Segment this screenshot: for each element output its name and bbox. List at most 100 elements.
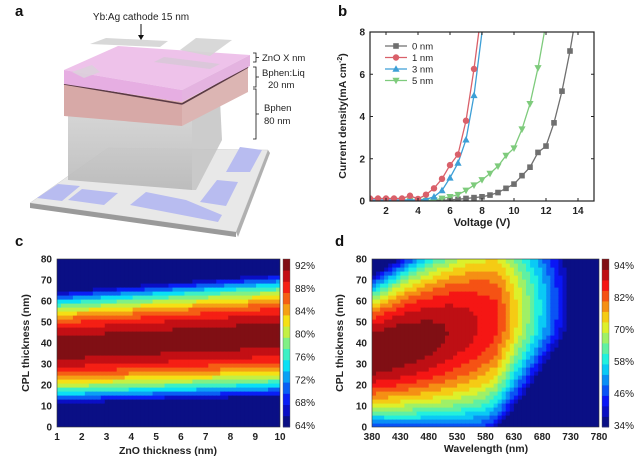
heatmap-d-cell (562, 399, 568, 404)
heatmap-c-cell (156, 387, 162, 392)
heatmap-c-cell (208, 267, 213, 272)
heatmap-d-cell (384, 331, 389, 336)
heatmap-d-cell (526, 367, 531, 372)
heatmap-c-cell (148, 335, 154, 340)
heatmap-d-cell (485, 287, 491, 292)
heatmap-c-cell (124, 419, 130, 424)
zno-layer-top (64, 46, 250, 90)
heatmap-d-cell (530, 331, 535, 336)
heatmap-c-cell (268, 307, 273, 312)
heatmap-d-cell (477, 299, 483, 304)
heatmap-d-cell (408, 263, 414, 268)
heatmap-d-cell (509, 383, 515, 388)
heatmap-c-cell (124, 403, 130, 408)
heatmap-d-cell (400, 387, 406, 392)
heatmap-d-cell (408, 407, 414, 412)
heatmap-c-cell (116, 315, 122, 320)
heatmap-c-cell (60, 407, 66, 412)
heatmap-d-cell (416, 271, 422, 276)
heatmap-d-cell (521, 267, 527, 272)
heatmap-d-colorbar-swatch (602, 311, 609, 323)
heatmap-c-cell (84, 267, 90, 272)
heatmap-c-cell (196, 327, 201, 332)
heatmap-c-cell (252, 415, 257, 420)
heatmap-c-cell (224, 403, 229, 408)
heatmap-c-cell (84, 259, 90, 264)
heatmap-d-cell (566, 351, 572, 356)
heatmap-c-cell (57, 335, 62, 340)
heatmap-c-cell (88, 259, 94, 264)
heatmap-d-cell (424, 359, 430, 364)
heatmap-d-cell (388, 307, 393, 312)
heatmap-c-cell (120, 315, 126, 320)
heatmap-d-cell (534, 283, 539, 288)
heatmap-d-cell (392, 303, 397, 308)
heatmap-c-cell (188, 339, 193, 344)
heatmap-c-cell (72, 363, 78, 368)
heatmap-d-cell (396, 331, 401, 336)
heatmap-d-cell (594, 315, 599, 320)
heatmap-c-cell (116, 399, 122, 404)
heatmap-c-cell (140, 371, 146, 376)
heatmap-c-cell (80, 291, 86, 296)
heatmap-d-cell (457, 287, 462, 292)
heatmap-d-cell (493, 331, 499, 336)
heatmap-d-cell (481, 399, 487, 404)
jv-x-tick-label: 12 (540, 206, 552, 217)
heatmap-d-cell (534, 419, 539, 424)
heatmap-d-cell (513, 299, 519, 304)
heatmap-c-cell (272, 375, 277, 380)
heatmap-c-cell (84, 375, 90, 380)
heatmap-c-cell (184, 323, 190, 328)
heatmap-d-cell (404, 407, 410, 412)
heatmap-d-x-tick-label: 580 (477, 432, 494, 443)
heatmap-d-cell (376, 395, 381, 400)
heatmap-d-cell (461, 391, 466, 396)
heatmap-c-cell (228, 327, 233, 332)
heatmap-c-cell (188, 347, 193, 352)
heatmap-c-cell (276, 371, 280, 376)
jv-point-5nm (526, 101, 534, 108)
zno-label: ZnO X nm (262, 53, 305, 64)
heatmap-c-cell (57, 299, 62, 304)
heatmap-c-cell (180, 323, 186, 328)
heatmap-c-cell (120, 351, 126, 356)
heatmap-d-cell (424, 355, 430, 360)
heatmap-c-cell (200, 303, 205, 308)
heatmap-c-cell (64, 355, 70, 360)
heatmap-c-cell (276, 315, 280, 320)
heatmap-c-cell (204, 355, 209, 360)
heatmap-d-cell (404, 311, 410, 316)
heatmap-c-cell (132, 399, 138, 404)
heatmap-c-cell (92, 291, 98, 296)
heatmap-c-cell (176, 351, 182, 356)
heatmap-d-cell (517, 403, 523, 408)
heatmap-d-cell (449, 379, 454, 384)
heatmap-d-cell (509, 411, 515, 416)
heatmap-d-cell (582, 327, 588, 332)
heatmap-c-cell (72, 383, 78, 388)
heatmap-c-cell (244, 351, 249, 356)
heatmap-d-cell (489, 379, 495, 384)
heatmap-d-cell (526, 307, 531, 312)
heatmap-c-cell (272, 279, 277, 284)
heatmap-d-cell (570, 383, 576, 388)
heatmap-c-cell (76, 355, 82, 360)
heatmap-d-cell (546, 315, 551, 320)
heatmap-d-cell (465, 407, 470, 412)
heatmap-d-cell (538, 295, 543, 300)
heatmap-d-cell (380, 331, 385, 336)
heatmap-d-cell (590, 367, 596, 372)
heatmap-d-cell (473, 343, 478, 348)
heatmap-d-y-tick-label: 0 (361, 423, 367, 434)
heatmap-c-cell (76, 375, 82, 380)
jv-point-1nm (470, 65, 478, 73)
heatmap-c-cell (60, 323, 66, 328)
heatmap-d-cell (412, 303, 418, 308)
heatmap-c-cell (57, 283, 62, 288)
heatmap-d-cell (501, 267, 507, 272)
heatmap-c-cell (116, 423, 122, 427)
heatmap-c-cell (264, 267, 269, 272)
heatmap-d-cell (388, 259, 393, 264)
heatmap-d-cell (465, 303, 470, 308)
